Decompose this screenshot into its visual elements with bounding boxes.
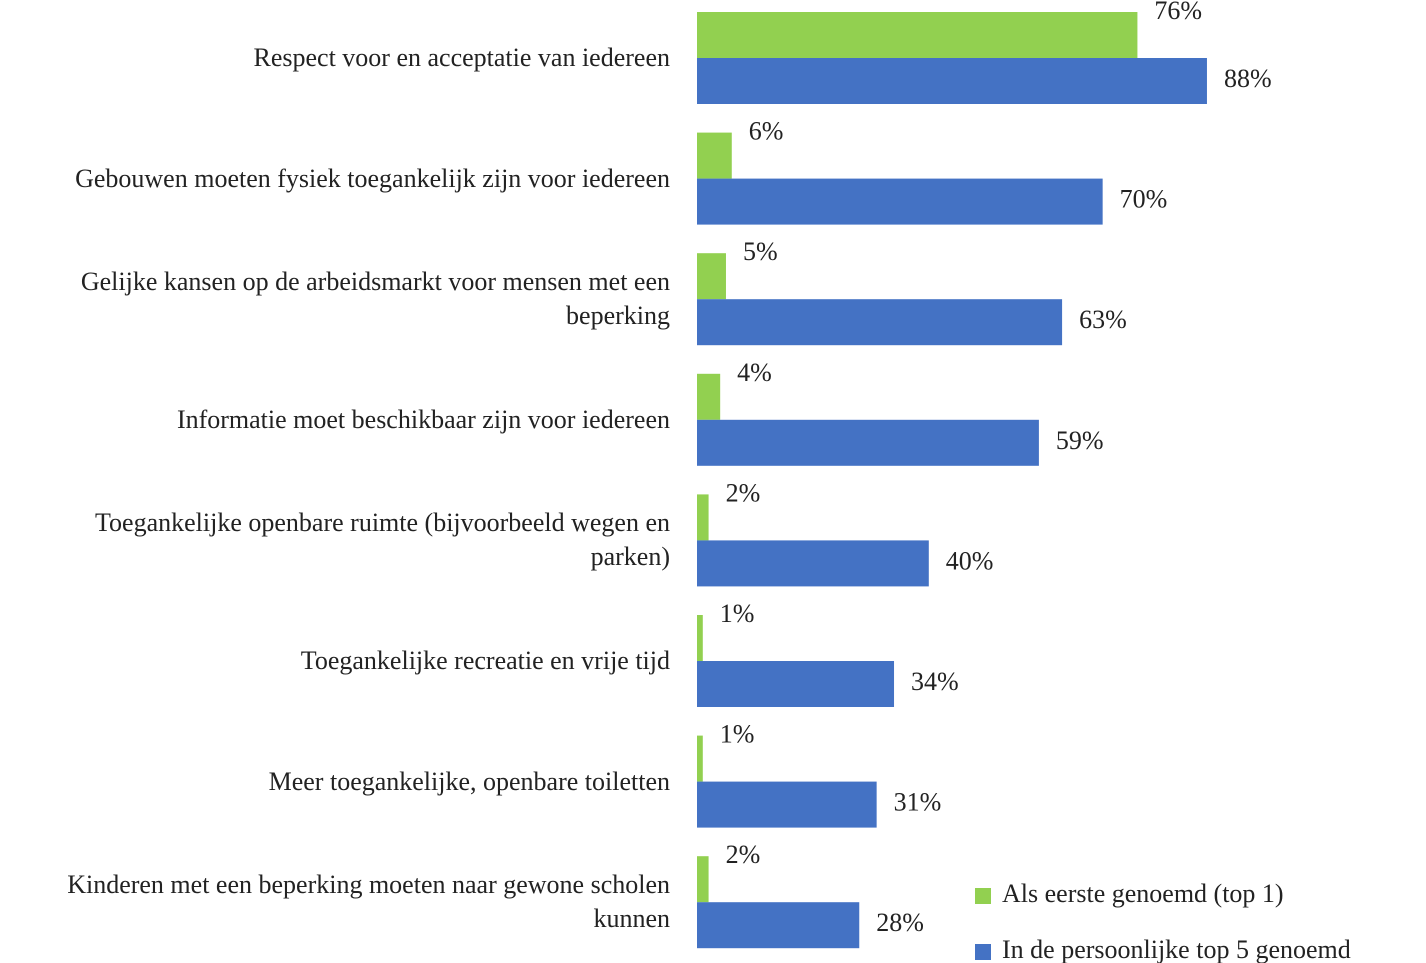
legend-swatch: [975, 888, 991, 904]
bar: [697, 902, 860, 949]
category-label: Meer toegankelijke, openbare toiletten: [268, 766, 670, 796]
bar: [697, 12, 1138, 58]
legend-label: In de persoonlijke top 5 genoemd: [1002, 935, 1351, 963]
bar: [697, 856, 709, 903]
category-label: Informatie moet beschikbaar zijn voor ie…: [176, 404, 670, 434]
value-label: 76%: [1154, 0, 1202, 25]
value-label: 1%: [720, 599, 755, 628]
value-label: 59%: [1056, 426, 1104, 455]
bar: [697, 373, 721, 420]
bar: [697, 661, 895, 707]
value-label: 70%: [1120, 185, 1168, 214]
value-label: 63%: [1079, 305, 1127, 334]
value-label: 6%: [749, 117, 784, 146]
bar: [697, 299, 1063, 346]
value-label: 5%: [743, 237, 778, 266]
value-label: 1%: [720, 720, 755, 749]
bar: [697, 494, 709, 541]
value-label: 88%: [1224, 64, 1272, 93]
bar: [697, 540, 929, 587]
value-label: 40%: [946, 546, 994, 575]
value-label: 28%: [876, 908, 924, 937]
category-label: Toegankelijke openbare ruimte (bijvoorbe…: [94, 508, 670, 572]
bar: [697, 253, 726, 300]
bar: [697, 735, 703, 782]
legend-label: Als eerste genoemd (top 1): [1002, 879, 1284, 908]
bar: [697, 58, 1207, 104]
value-label: 31%: [894, 788, 942, 817]
value-label: 2%: [726, 478, 761, 507]
bar: [697, 132, 732, 179]
value-label: 34%: [911, 667, 959, 696]
bar: [697, 615, 703, 661]
category-label: Respect voor en acceptatie van iedereen: [253, 43, 671, 72]
bar: [697, 781, 877, 828]
category-label: Gebouwen moeten fysiek toegankelijk zijn…: [75, 163, 670, 193]
value-label: 4%: [737, 358, 772, 387]
bar: [697, 178, 1103, 225]
legend-swatch: [975, 944, 991, 960]
category-label: Kinderen met een beperking moeten naar g…: [67, 870, 670, 934]
category-label: Toegankelijke recreatie en vrije tijd: [300, 646, 670, 675]
value-label: 2%: [726, 840, 761, 869]
bar: [697, 419, 1039, 466]
category-label: Gelijke kansen op de arbeidsmarkt voor m…: [80, 267, 670, 331]
